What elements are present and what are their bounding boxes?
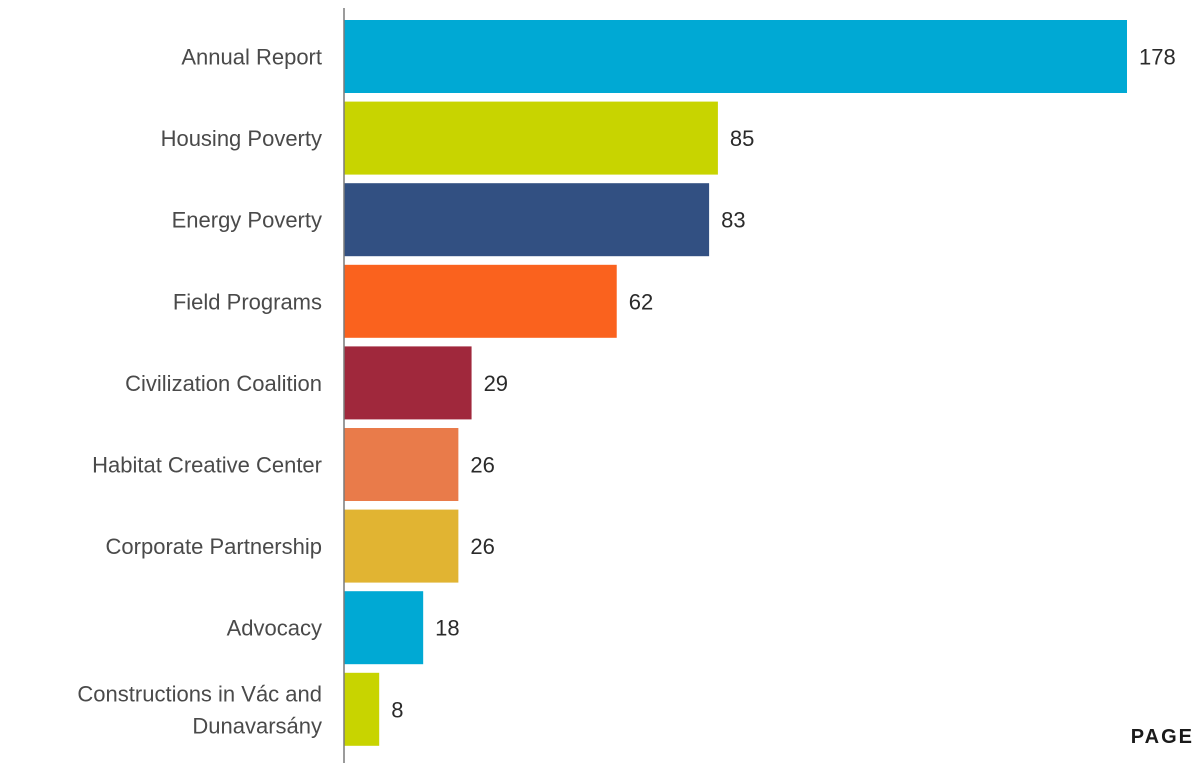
category-label-6: Corporate Partnership [106,534,322,559]
category-label-1: Housing Poverty [161,126,322,151]
category-label-8-line-1: Dunavarsány [192,713,322,738]
category-label-5: Habitat Creative Center [92,453,322,478]
bar-3 [344,264,617,338]
bar-6 [344,509,459,583]
category-labels-group: Annual Report Housing Poverty Energy Pover… [77,45,322,739]
category-label-7: Advocacy [227,616,322,641]
bar-5 [344,428,459,501]
bar-0 [344,20,1127,93]
bar-7 [344,591,424,665]
value-label-4: 29 [484,371,508,396]
bar-4 [344,346,472,420]
value-label-7: 18 [435,616,459,641]
category-label-3: Field Programs [173,289,322,314]
value-label-8: 8 [391,697,403,722]
category-label-0: Annual Report [181,45,322,70]
value-label-2: 83 [721,208,745,233]
bar-8 [344,672,380,746]
category-label-2: Energy Poverty [172,208,322,233]
value-labels-group: 178 85 83 62 29 26 26 18 8 [391,45,1176,723]
bar-2 [344,183,710,257]
value-label-1: 85 [730,126,754,151]
bar-1 [344,101,718,175]
category-label-4: Civilization Coalition [125,371,322,396]
value-label-5: 26 [470,453,494,478]
page-label: PAGE [1130,726,1194,748]
bars-group [344,20,1127,746]
value-label-0: 178 [1139,45,1176,70]
category-label-8-line-0: Constructions in Vác and [77,681,322,706]
value-label-6: 26 [470,534,494,559]
value-label-3: 62 [629,289,653,314]
